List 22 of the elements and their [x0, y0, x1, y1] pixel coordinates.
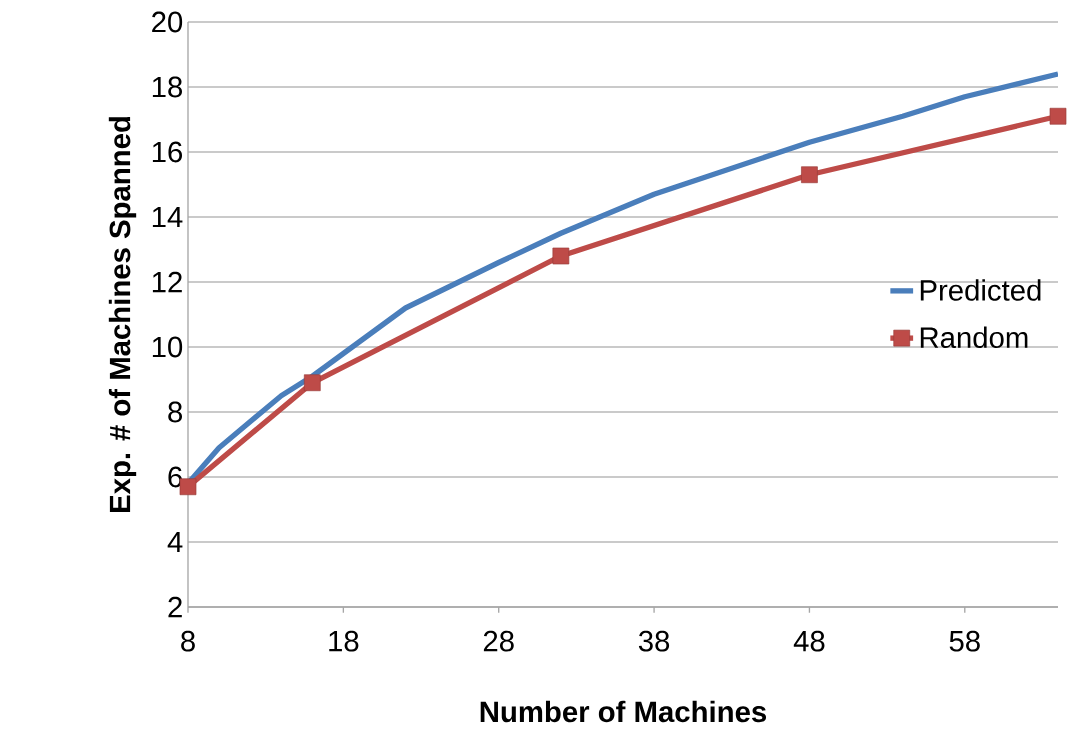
y-tick-label: 14 [152, 206, 183, 228]
x-axis-title: Number of Machines [480, 700, 767, 723]
point [303, 374, 321, 392]
x-tick-label: 28 [483, 630, 514, 652]
y-tick-label: 18 [152, 76, 183, 98]
x-tick-label: 38 [638, 630, 670, 652]
x-tick-label: 58 [949, 630, 980, 652]
point [801, 166, 818, 184]
x-tick-label: 48 [793, 630, 825, 652]
legend-label: Random [920, 326, 1028, 349]
y-tick-label: 4 [167, 531, 183, 553]
y-tick-label: 12 [152, 271, 182, 293]
y-axis-title: Exp. # of Machines Spanned [108, 117, 137, 512]
point [552, 247, 570, 265]
y-tick-label: 2 [168, 596, 182, 618]
x-tick-label: 18 [329, 630, 359, 652]
point [1049, 107, 1067, 125]
y-tick-label: 10 [152, 336, 183, 358]
y-tick-label: 8 [168, 401, 183, 423]
y-tick-label: 16 [152, 141, 183, 163]
legend-label: Predicted [920, 279, 1041, 301]
y-tick-label: 20 [152, 11, 183, 33]
